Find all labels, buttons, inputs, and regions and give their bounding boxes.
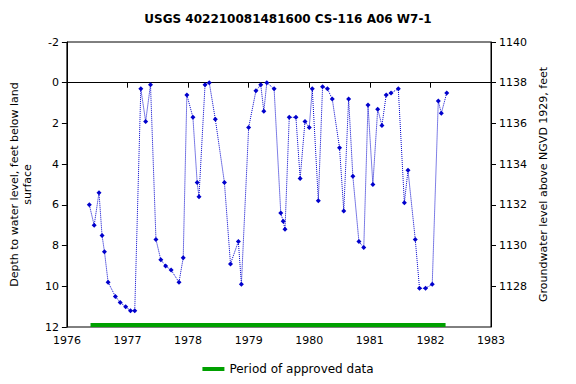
svg-text:1977: 1977 <box>113 334 141 347</box>
svg-text:2: 2 <box>52 117 59 130</box>
svg-text:Depth to water level, feet bel: Depth to water level, feet below land <box>8 82 21 287</box>
svg-text:USGS 402210081481600 CS-116 A0: USGS 402210081481600 CS-116 A06 W7-1 <box>144 12 431 26</box>
svg-text:0: 0 <box>52 76 59 89</box>
svg-text:Groundwater level above NGVD 1: Groundwater level above NGVD 1929, feet <box>537 66 550 302</box>
svg-text:1140: 1140 <box>499 36 527 49</box>
svg-text:surface: surface <box>21 164 34 205</box>
svg-text:1980: 1980 <box>295 334 323 347</box>
svg-text:1981: 1981 <box>356 334 384 347</box>
svg-text:4: 4 <box>52 158 59 171</box>
svg-text:1132: 1132 <box>499 198 527 211</box>
svg-text:1136: 1136 <box>499 117 527 130</box>
svg-text:6: 6 <box>52 198 59 211</box>
svg-text:1128: 1128 <box>499 280 527 293</box>
svg-text:8: 8 <box>52 239 59 252</box>
svg-text:1134: 1134 <box>499 158 527 171</box>
svg-text:1130: 1130 <box>499 239 527 252</box>
svg-text:1976: 1976 <box>53 334 81 347</box>
svg-text:1983: 1983 <box>477 334 505 347</box>
svg-text:Period of approved data: Period of approved data <box>229 362 373 376</box>
svg-text:1138: 1138 <box>499 76 527 89</box>
svg-text:1978: 1978 <box>174 334 202 347</box>
svg-text:-2: -2 <box>48 36 59 49</box>
svg-text:10: 10 <box>45 280 59 293</box>
svg-text:1979: 1979 <box>235 334 263 347</box>
svg-text:12: 12 <box>45 321 59 334</box>
svg-text:1982: 1982 <box>416 334 444 347</box>
